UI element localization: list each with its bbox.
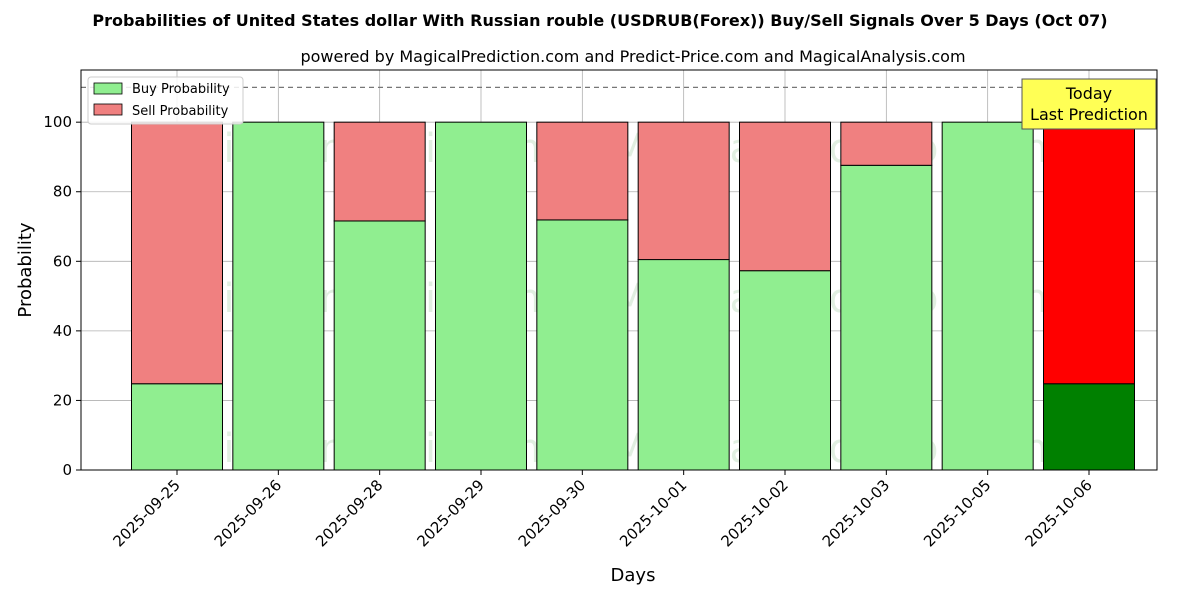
legend-label-sell: Sell Probability bbox=[132, 104, 229, 119]
sell-bar-2025-10-02 bbox=[739, 121, 831, 272]
chart-subtitle: powered by MagicalPrediction.com and Pre… bbox=[300, 47, 965, 66]
sell-bar-2025-09-28 bbox=[333, 121, 426, 222]
plot-frame bbox=[80, 69, 1158, 471]
sell-bar-2025-09-25 bbox=[131, 121, 223, 385]
buy-bar-2025-09-28 bbox=[333, 220, 426, 471]
x-tick-label: 2025-10-06 bbox=[1021, 476, 1095, 550]
y-tick-label: 20 bbox=[53, 391, 72, 409]
today-annotation: Today Last Prediction bbox=[1021, 78, 1157, 130]
today-annotation-line2: Last Prediction bbox=[1030, 105, 1148, 124]
x-tick-label: 2025-09-28 bbox=[312, 476, 386, 550]
buy-bar-2025-09-30 bbox=[536, 219, 629, 471]
buy-bar-2025-10-06 bbox=[1043, 383, 1135, 471]
chart-title: Probabilities of United States dollar Wi… bbox=[92, 11, 1107, 30]
legend: Buy Probability Sell Probability bbox=[87, 76, 244, 125]
buy-bar-2025-10-03 bbox=[840, 164, 933, 471]
buy-bar-2025-10-01 bbox=[637, 259, 730, 471]
today-annotation-box bbox=[1021, 78, 1157, 130]
x-axis: 2025-09-25 2025-09-26 2025-09-28 2025-09-29… bbox=[109, 470, 1096, 550]
x-tick-label: 2025-09-29 bbox=[413, 476, 487, 550]
sell-bar-2025-10-01 bbox=[637, 121, 730, 261]
x-tick-label: 2025-09-30 bbox=[515, 476, 589, 550]
buy-bar-2025-09-29 bbox=[435, 121, 527, 471]
sell-bar-2025-10-03 bbox=[840, 121, 933, 166]
y-tick-label: 0 bbox=[62, 461, 72, 479]
legend-swatch-sell bbox=[93, 103, 123, 116]
x-tick-label: 2025-09-26 bbox=[211, 476, 285, 550]
buy-bar-2025-10-05 bbox=[941, 121, 1034, 471]
y-axis: 0 20 40 60 80 100 bbox=[43, 113, 81, 479]
buy-bar-2025-09-26 bbox=[232, 121, 325, 471]
legend-swatch-buy bbox=[93, 82, 123, 95]
x-tick-label: 2025-10-02 bbox=[717, 476, 791, 550]
today-annotation-line1: Today bbox=[1065, 84, 1112, 103]
bars-layer bbox=[131, 121, 1135, 471]
x-tick-label: 2025-09-25 bbox=[109, 476, 183, 550]
sell-bar-2025-10-06 bbox=[1043, 121, 1135, 385]
y-axis-label: Probability bbox=[15, 222, 36, 317]
legend-box bbox=[87, 76, 244, 125]
y-tick-label: 100 bbox=[43, 113, 72, 131]
x-axis-label: Days bbox=[611, 565, 656, 586]
sell-bar-2025-09-30 bbox=[536, 121, 629, 221]
y-tick-label: 60 bbox=[53, 252, 72, 270]
x-tick-label: 2025-10-03 bbox=[819, 476, 893, 550]
y-tick-label: 80 bbox=[53, 183, 72, 201]
y-tick-label: 40 bbox=[53, 322, 72, 340]
buy-bar-2025-09-25 bbox=[131, 383, 223, 471]
buy-bar-2025-10-02 bbox=[739, 270, 831, 471]
legend-label-buy: Buy Probability bbox=[132, 82, 230, 97]
x-tick-label: 2025-10-01 bbox=[616, 476, 690, 550]
x-tick-label: 2025-10-05 bbox=[920, 476, 994, 550]
